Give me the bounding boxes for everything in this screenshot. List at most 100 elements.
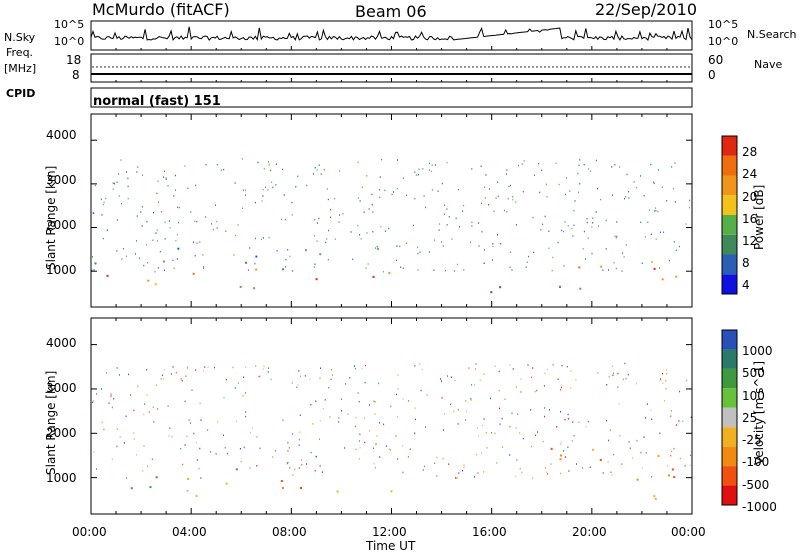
noise-cell bbox=[525, 266, 527, 268]
noise-cell bbox=[414, 407, 416, 409]
noise-cell bbox=[608, 439, 610, 442]
data-cell bbox=[245, 261, 248, 264]
noise-cell bbox=[136, 171, 138, 173]
noise-cell bbox=[319, 419, 321, 422]
noise-cell bbox=[292, 474, 294, 476]
noise-cell bbox=[644, 236, 646, 238]
noise-cell bbox=[567, 418, 569, 420]
data-cell bbox=[675, 275, 678, 278]
noise-cell bbox=[196, 459, 198, 461]
freq-point bbox=[560, 66, 562, 68]
noise-cell bbox=[366, 232, 368, 234]
noise-cell bbox=[592, 222, 594, 224]
noise-cell bbox=[373, 400, 375, 402]
noise-cell bbox=[287, 450, 289, 452]
noise-cell bbox=[640, 175, 641, 177]
noise-cell bbox=[612, 194, 613, 196]
noise-cell bbox=[375, 247, 376, 249]
noise-cell bbox=[474, 384, 476, 386]
freq-point bbox=[552, 66, 554, 68]
noise-cell bbox=[678, 245, 680, 248]
noise-cell bbox=[506, 169, 508, 171]
freq-point bbox=[568, 66, 570, 68]
noise-cell bbox=[522, 437, 524, 440]
noise-cell bbox=[573, 435, 575, 437]
noise-cell bbox=[203, 266, 205, 268]
data-cell bbox=[579, 287, 582, 290]
noise-cell bbox=[515, 224, 517, 226]
noise-cell bbox=[203, 370, 205, 372]
freq-point bbox=[384, 66, 386, 68]
noise-cell bbox=[357, 224, 359, 227]
noise-cell bbox=[534, 174, 535, 176]
freq-point bbox=[544, 66, 546, 68]
freq-point bbox=[472, 66, 474, 68]
noise-cell bbox=[483, 373, 485, 375]
noise-cell bbox=[384, 230, 386, 232]
noise-cell bbox=[611, 365, 613, 367]
noise-cell bbox=[224, 447, 226, 449]
freq-point bbox=[364, 66, 366, 68]
noise-cell bbox=[334, 238, 336, 240]
noise-cell bbox=[196, 242, 198, 244]
noise-cell bbox=[481, 231, 483, 233]
noise-cell bbox=[294, 468, 296, 471]
noise-cell bbox=[628, 441, 630, 443]
noise-cell bbox=[608, 376, 610, 378]
noise-cell bbox=[110, 393, 112, 395]
freq-point bbox=[348, 66, 350, 68]
noise-cell bbox=[572, 421, 574, 423]
noise-cell bbox=[184, 400, 186, 403]
noise-cell bbox=[492, 243, 494, 245]
noise-cell bbox=[602, 269, 604, 271]
noise-cell bbox=[629, 447, 631, 449]
noise-cell bbox=[544, 415, 546, 418]
noise-cell bbox=[625, 196, 627, 198]
noise-cell bbox=[560, 443, 562, 445]
freq-point bbox=[340, 66, 342, 68]
noise-cell bbox=[242, 189, 244, 191]
noise-cell bbox=[162, 378, 164, 380]
noise-cell bbox=[283, 194, 285, 196]
noise-cell bbox=[504, 398, 506, 400]
noise-cell bbox=[674, 162, 676, 164]
noise-cell bbox=[434, 462, 436, 464]
noise-cell bbox=[216, 227, 218, 229]
noise-cell bbox=[116, 428, 118, 430]
noise-cell bbox=[521, 163, 523, 165]
noise-cell bbox=[586, 218, 588, 220]
noise-cell bbox=[154, 271, 156, 273]
freq-point bbox=[360, 66, 362, 68]
noise-cell bbox=[133, 432, 135, 434]
noise-cell bbox=[497, 181, 499, 184]
noise-cell bbox=[441, 182, 443, 185]
noise-cell bbox=[655, 209, 657, 212]
noise-cell bbox=[314, 167, 316, 169]
noise-cell bbox=[241, 158, 243, 160]
noise-cell bbox=[423, 465, 425, 468]
noise-cell bbox=[322, 408, 324, 410]
noise-cell bbox=[662, 382, 664, 385]
noise-cell bbox=[477, 435, 479, 437]
noise-cell bbox=[397, 388, 399, 390]
noise-cell bbox=[627, 373, 629, 376]
colorbar-segment bbox=[722, 368, 737, 389]
noise-cell bbox=[542, 223, 544, 226]
noise-cell bbox=[108, 402, 110, 404]
data-cell bbox=[255, 268, 258, 271]
noise-cell bbox=[482, 424, 483, 427]
freq-point bbox=[668, 66, 670, 68]
noise-cell bbox=[256, 436, 258, 438]
noise-cell bbox=[249, 431, 251, 434]
noise-cell bbox=[259, 375, 261, 378]
noise-cell bbox=[306, 184, 308, 187]
noise-cell bbox=[407, 456, 409, 458]
noise-cell bbox=[471, 221, 473, 224]
noise-cell bbox=[621, 463, 623, 465]
freq-point bbox=[412, 66, 414, 68]
noise-cell bbox=[611, 166, 613, 168]
noise-cell bbox=[450, 403, 452, 405]
noise-cell bbox=[200, 419, 202, 421]
noise-cell bbox=[234, 182, 236, 184]
noise-cell bbox=[93, 212, 95, 215]
